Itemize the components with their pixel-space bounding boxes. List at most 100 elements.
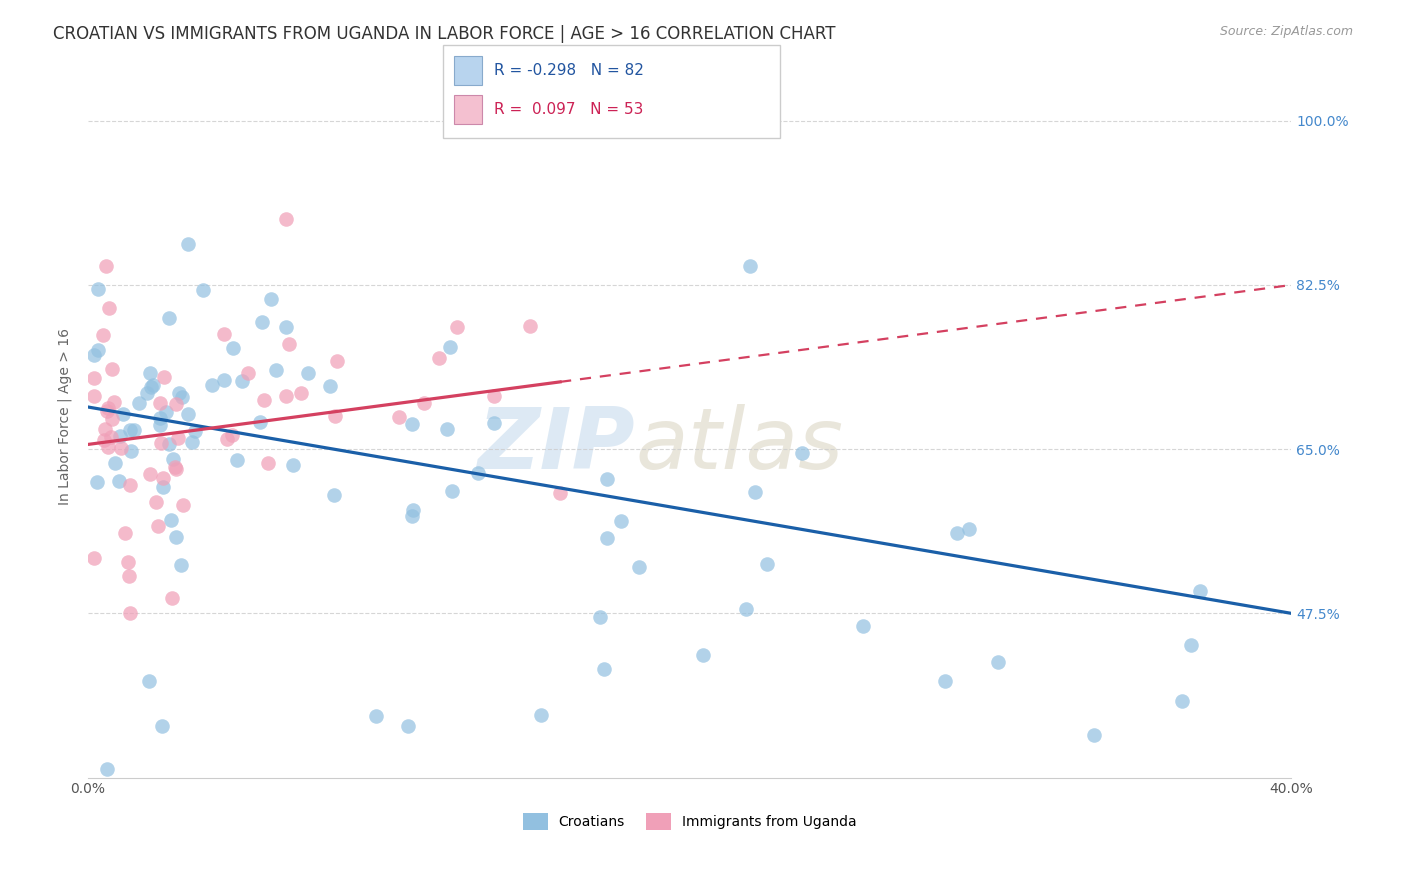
- Point: [101, 412, 124, 426]
- Point: [177, 236, 200, 251]
- Point: [83, 348, 105, 362]
- Point: [165, 459, 187, 474]
- Point: [160, 512, 183, 526]
- Point: [149, 410, 172, 425]
- Point: [122, 424, 145, 438]
- Point: [401, 417, 423, 431]
- Point: [86, 475, 108, 490]
- Point: [281, 458, 304, 472]
- Point: [181, 434, 204, 449]
- Point: [170, 390, 193, 404]
- Point: [439, 340, 461, 354]
- Point: [201, 377, 224, 392]
- Point: [172, 498, 194, 512]
- Point: [215, 433, 238, 447]
- Point: [139, 467, 162, 481]
- Point: [166, 431, 188, 445]
- Point: [155, 405, 177, 419]
- Point: [139, 366, 162, 380]
- Point: [118, 607, 141, 621]
- Point: [149, 418, 172, 433]
- Point: [96, 762, 118, 776]
- Text: Source: ZipAtlas.com: Source: ZipAtlas.com: [1219, 25, 1353, 38]
- Point: [402, 503, 425, 517]
- Point: [120, 444, 142, 458]
- Point: [326, 353, 349, 368]
- Point: [1170, 694, 1192, 708]
- Point: [117, 555, 139, 569]
- Point: [692, 648, 714, 663]
- Point: [184, 425, 207, 439]
- Point: [934, 674, 956, 689]
- Point: [259, 292, 281, 306]
- Legend: Croatians, Immigrants from Uganda: Croatians, Immigrants from Uganda: [517, 807, 862, 836]
- Point: [152, 480, 174, 494]
- Point: [221, 428, 243, 442]
- Point: [100, 362, 122, 376]
- Point: [548, 485, 571, 500]
- Point: [274, 320, 297, 334]
- Point: [96, 404, 118, 418]
- Point: [152, 471, 174, 485]
- Text: CROATIAN VS IMMIGRANTS FROM UGANDA IN LABOR FORCE | AGE > 16 CORRELATION CHART: CROATIAN VS IMMIGRANTS FROM UGANDA IN LA…: [53, 25, 837, 43]
- Point: [138, 674, 160, 689]
- Point: [104, 456, 127, 470]
- Point: [744, 484, 766, 499]
- Point: [118, 423, 141, 437]
- Point: [427, 351, 450, 365]
- Point: [97, 301, 120, 316]
- Text: R =  0.097   N = 53: R = 0.097 N = 53: [494, 103, 643, 117]
- Point: [388, 409, 411, 424]
- Point: [142, 378, 165, 392]
- Point: [153, 370, 176, 384]
- Point: [366, 708, 388, 723]
- Point: [790, 445, 813, 459]
- Point: [226, 453, 249, 467]
- Point: [482, 416, 505, 430]
- Point: [149, 395, 172, 409]
- Point: [274, 389, 297, 403]
- Point: [120, 478, 142, 492]
- Point: [165, 530, 187, 544]
- Point: [250, 315, 273, 329]
- Point: [530, 707, 553, 722]
- Point: [446, 319, 468, 334]
- Point: [145, 495, 167, 509]
- Point: [114, 526, 136, 541]
- Point: [1083, 728, 1105, 742]
- Point: [160, 591, 183, 606]
- Point: [128, 396, 150, 410]
- Point: [118, 569, 141, 583]
- Point: [162, 452, 184, 467]
- Point: [170, 558, 193, 572]
- Point: [957, 522, 980, 536]
- Point: [212, 326, 235, 341]
- Point: [297, 367, 319, 381]
- Point: [139, 379, 162, 393]
- Point: [467, 466, 489, 480]
- Text: atlas: atlas: [636, 404, 844, 487]
- Y-axis label: In Labor Force | Age > 16: In Labor Force | Age > 16: [58, 328, 72, 505]
- Point: [398, 718, 420, 732]
- Point: [87, 282, 110, 296]
- Point: [94, 259, 117, 273]
- Point: [588, 610, 610, 624]
- Point: [83, 551, 105, 566]
- Point: [150, 436, 173, 450]
- Point: [108, 429, 131, 443]
- Text: R = -0.298   N = 82: R = -0.298 N = 82: [494, 63, 644, 78]
- Point: [436, 422, 458, 436]
- Point: [519, 318, 541, 333]
- Point: [253, 393, 276, 408]
- Point: [146, 519, 169, 533]
- Point: [1180, 638, 1202, 652]
- Point: [323, 409, 346, 424]
- Text: ZIP: ZIP: [478, 404, 636, 487]
- Point: [257, 456, 280, 470]
- Point: [401, 509, 423, 524]
- Point: [755, 558, 778, 572]
- Point: [177, 407, 200, 421]
- Point: [277, 337, 299, 351]
- Point: [412, 396, 434, 410]
- Point: [231, 374, 253, 388]
